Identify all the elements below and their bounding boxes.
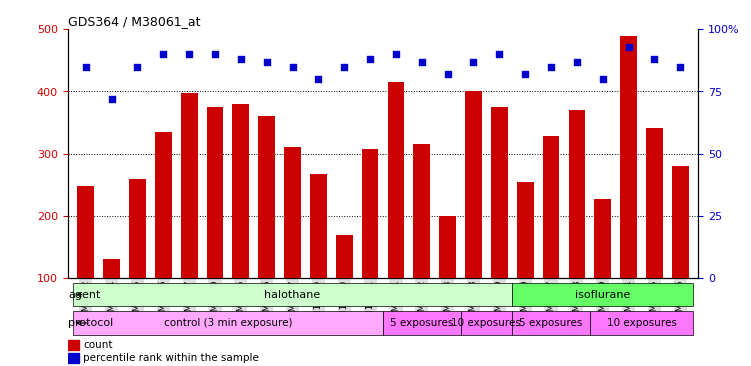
Bar — [310, 173, 327, 278]
Bar — [460, 311, 512, 335]
Point — [597, 76, 609, 82]
Point — [571, 59, 583, 64]
Point — [106, 96, 118, 102]
Text: agent: agent — [68, 290, 101, 300]
Text: control (3 min exposure): control (3 min exposure) — [164, 318, 292, 328]
Bar — [103, 259, 120, 278]
Point — [390, 51, 402, 57]
Point — [312, 76, 324, 82]
Bar — [383, 311, 460, 335]
Point — [416, 59, 428, 64]
Bar — [413, 144, 430, 278]
Bar — [646, 128, 663, 278]
Text: 5 exposures: 5 exposures — [520, 318, 583, 328]
Bar — [672, 166, 689, 278]
Point — [623, 44, 635, 50]
Point — [364, 56, 376, 62]
Point — [131, 64, 143, 70]
Bar — [569, 110, 585, 278]
Point — [493, 51, 505, 57]
Point — [338, 64, 350, 70]
Point — [545, 64, 557, 70]
Bar — [388, 82, 404, 278]
Point — [183, 51, 195, 57]
Bar — [594, 198, 611, 278]
Text: protocol: protocol — [68, 318, 113, 328]
Text: GDS364 / M38061_at: GDS364 / M38061_at — [68, 15, 200, 28]
Point — [674, 64, 686, 70]
Bar — [181, 93, 198, 278]
Bar — [543, 136, 559, 278]
Text: percentile rank within the sample: percentile rank within the sample — [83, 353, 259, 363]
Bar — [491, 107, 508, 278]
Point — [80, 64, 92, 70]
Bar — [465, 92, 482, 278]
Bar — [284, 147, 301, 278]
Point — [261, 59, 273, 64]
Point — [442, 71, 454, 77]
Bar — [155, 132, 172, 278]
Bar — [68, 353, 79, 363]
Bar — [512, 283, 693, 306]
Point — [157, 51, 169, 57]
Bar — [620, 36, 637, 278]
Bar — [207, 107, 223, 278]
Text: 10 exposures: 10 exposures — [607, 318, 677, 328]
Bar — [258, 116, 275, 278]
Bar — [77, 186, 94, 278]
Bar — [68, 340, 79, 350]
Bar — [512, 311, 590, 335]
Text: halothane: halothane — [264, 290, 321, 300]
Point — [209, 51, 221, 57]
Text: isoflurane: isoflurane — [575, 290, 630, 300]
Bar — [362, 149, 379, 278]
Bar — [129, 179, 146, 278]
Point — [519, 71, 531, 77]
Point — [648, 56, 660, 62]
Text: 5 exposures: 5 exposures — [390, 318, 454, 328]
Point — [287, 64, 299, 70]
Bar — [73, 311, 383, 335]
Bar — [336, 235, 353, 278]
Point — [467, 59, 479, 64]
Bar — [232, 104, 249, 278]
Bar — [73, 283, 512, 306]
Point — [235, 56, 247, 62]
Bar — [517, 182, 534, 278]
Text: count: count — [83, 340, 113, 350]
Bar — [439, 216, 456, 278]
Bar — [590, 311, 693, 335]
Text: 10 exposures: 10 exposures — [451, 318, 521, 328]
